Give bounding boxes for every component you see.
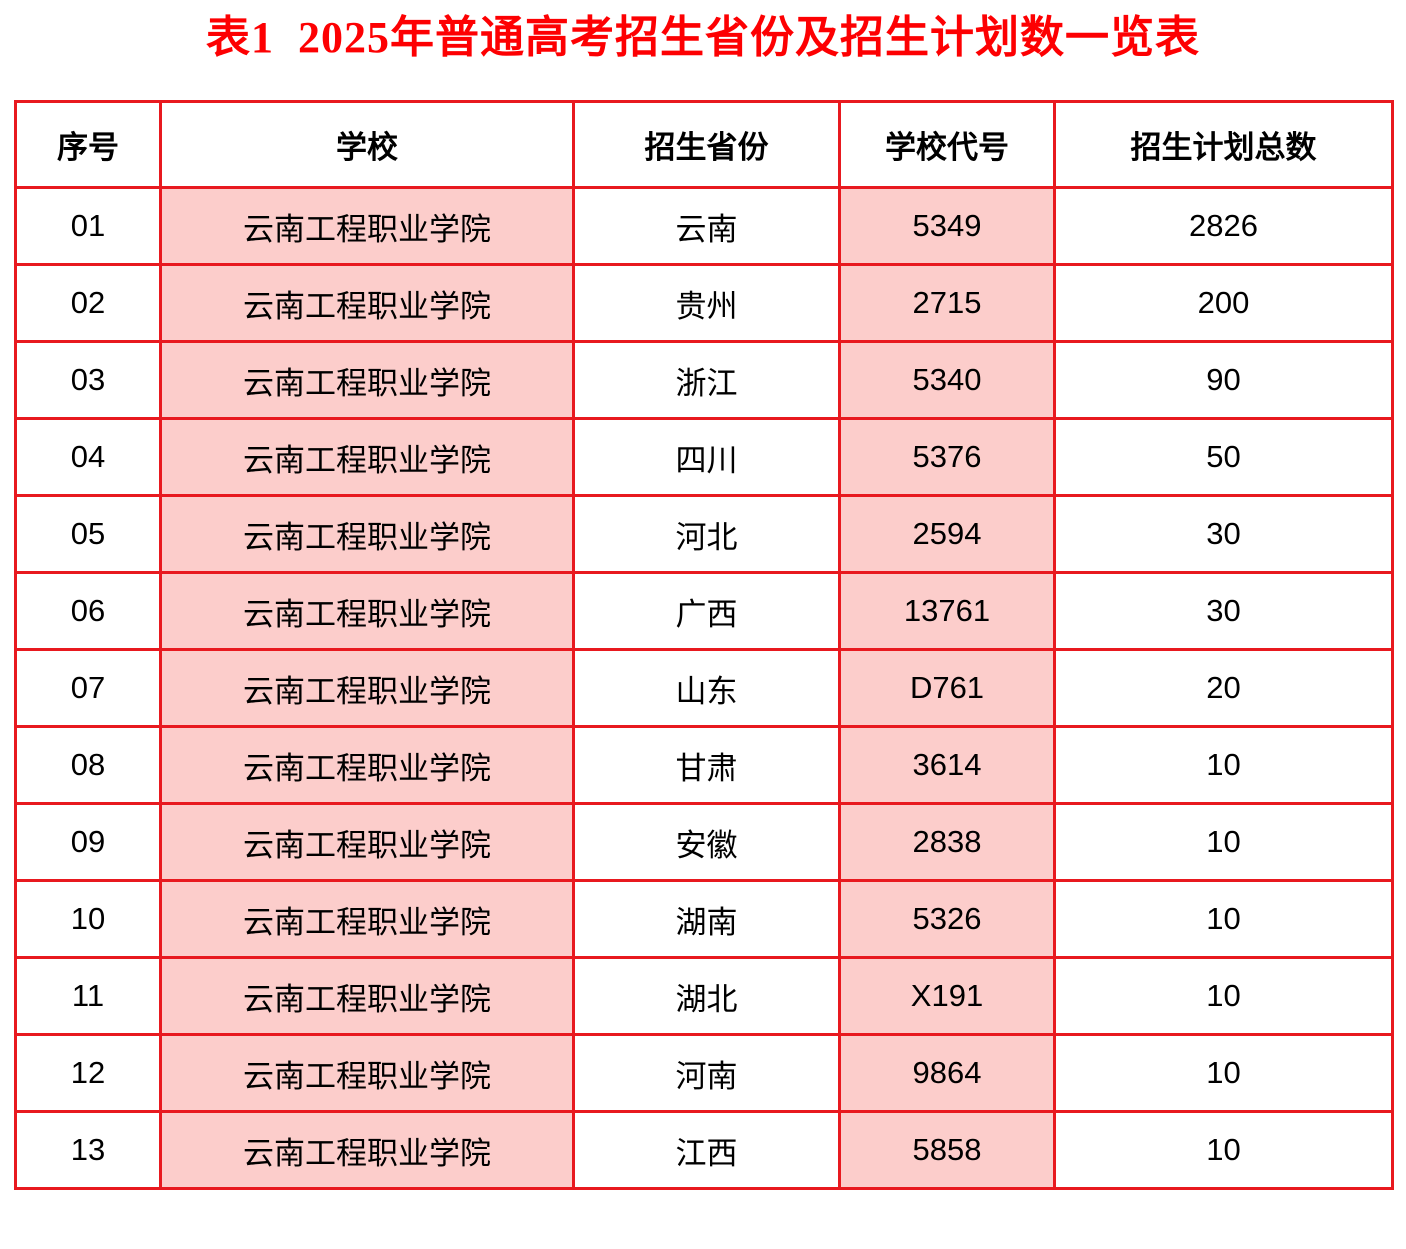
column-header-code: 学校代号 [838,100,1056,189]
cell-plan: 200 [1053,263,1394,343]
cell-school: 云南工程职业学院 [159,1033,575,1113]
cell-serial: 05 [14,494,162,574]
cell-plan: 2826 [1053,186,1394,266]
cell-province: 河南 [572,1033,841,1113]
cell-code: 2838 [838,802,1056,882]
table-row: 04 云南工程职业学院 四川 5376 50 [14,417,1394,497]
cell-serial: 12 [14,1033,162,1113]
cell-plan: 30 [1053,494,1394,574]
column-header-province: 招生省份 [572,100,841,189]
cell-school: 云南工程职业学院 [159,879,575,959]
cell-school: 云南工程职业学院 [159,956,575,1036]
cell-serial: 01 [14,186,162,266]
cell-plan: 10 [1053,802,1394,882]
cell-province: 广西 [572,571,841,651]
table-row: 02 云南工程职业学院 贵州 2715 200 [14,263,1394,343]
cell-province: 安徽 [572,802,841,882]
cell-plan: 50 [1053,417,1394,497]
table-body: 01 云南工程职业学院 云南 5349 2826 02 云南工程职业学院 贵州 2715 200 0… [14,186,1394,1190]
table-row: 03 云南工程职业学院 浙江 5340 90 [14,340,1394,420]
cell-school: 云南工程职业学院 [159,648,575,728]
table-row: 06 云南工程职业学院 广西 13761 30 [14,571,1394,651]
cell-code: 5858 [838,1110,1056,1190]
enrollment-table: 序号 学校 招生省份 学校代号 招生计划总数 01 云南工程职业学院 云南 5349 2… [14,100,1394,1190]
table-row: 05 云南工程职业学院 河北 2594 30 [14,494,1394,574]
cell-serial: 11 [14,956,162,1036]
cell-plan: 90 [1053,340,1394,420]
cell-school: 云南工程职业学院 [159,802,575,882]
cell-school: 云南工程职业学院 [159,571,575,651]
cell-code: 2594 [838,494,1056,574]
cell-school: 云南工程职业学院 [159,186,575,266]
cell-code: X191 [838,956,1056,1036]
table-header: 序号 学校 招生省份 学校代号 招生计划总数 [14,100,1394,189]
cell-school: 云南工程职业学院 [159,417,575,497]
cell-code: 5349 [838,186,1056,266]
cell-code: 13761 [838,571,1056,651]
cell-school: 云南工程职业学院 [159,725,575,805]
table-row: 08 云南工程职业学院 甘肃 3614 10 [14,725,1394,805]
cell-serial: 09 [14,802,162,882]
cell-serial: 08 [14,725,162,805]
table-row: 13 云南工程职业学院 江西 5858 10 [14,1110,1394,1190]
cell-plan: 10 [1053,956,1394,1036]
table-row: 10 云南工程职业学院 湖南 5326 10 [14,879,1394,959]
column-header-plan: 招生计划总数 [1053,100,1394,189]
cell-code: D761 [838,648,1056,728]
cell-province: 云南 [572,186,841,266]
cell-code: 5376 [838,417,1056,497]
cell-province: 湖南 [572,879,841,959]
cell-serial: 04 [14,417,162,497]
cell-plan: 10 [1053,1033,1394,1113]
cell-code: 5340 [838,340,1056,420]
table-row: 07 云南工程职业学院 山东 D761 20 [14,648,1394,728]
cell-school: 云南工程职业学院 [159,263,575,343]
cell-plan: 10 [1053,879,1394,959]
cell-province: 河北 [572,494,841,574]
column-header-school: 学校 [159,100,575,189]
cell-plan: 30 [1053,571,1394,651]
table-row: 12 云南工程职业学院 河南 9864 10 [14,1033,1394,1113]
cell-province: 江西 [572,1110,841,1190]
cell-school: 云南工程职业学院 [159,1110,575,1190]
cell-serial: 06 [14,571,162,651]
cell-code: 2715 [838,263,1056,343]
cell-province: 甘肃 [572,725,841,805]
cell-serial: 13 [14,1110,162,1190]
cell-province: 浙江 [572,340,841,420]
cell-serial: 03 [14,340,162,420]
cell-code: 9864 [838,1033,1056,1113]
cell-province: 山东 [572,648,841,728]
cell-serial: 10 [14,879,162,959]
table-row: 11 云南工程职业学院 湖北 X191 10 [14,956,1394,1036]
cell-plan: 10 [1053,1110,1394,1190]
cell-province: 湖北 [572,956,841,1036]
table-row: 09 云南工程职业学院 安徽 2838 10 [14,802,1394,882]
cell-school: 云南工程职业学院 [159,340,575,420]
cell-serial: 07 [14,648,162,728]
header-row: 序号 学校 招生省份 学校代号 招生计划总数 [14,100,1394,189]
cell-serial: 02 [14,263,162,343]
cell-school: 云南工程职业学院 [159,494,575,574]
column-header-serial: 序号 [14,100,162,189]
page-title: 表1 2025年普通高考招生省份及招生计划数一览表 [206,13,1200,62]
cell-code: 5326 [838,879,1056,959]
table-row: 01 云南工程职业学院 云南 5349 2826 [14,186,1394,266]
cell-plan: 20 [1053,648,1394,728]
cell-province: 贵州 [572,263,841,343]
cell-province: 四川 [572,417,841,497]
cell-code: 3614 [838,725,1056,805]
cell-plan: 10 [1053,725,1394,805]
